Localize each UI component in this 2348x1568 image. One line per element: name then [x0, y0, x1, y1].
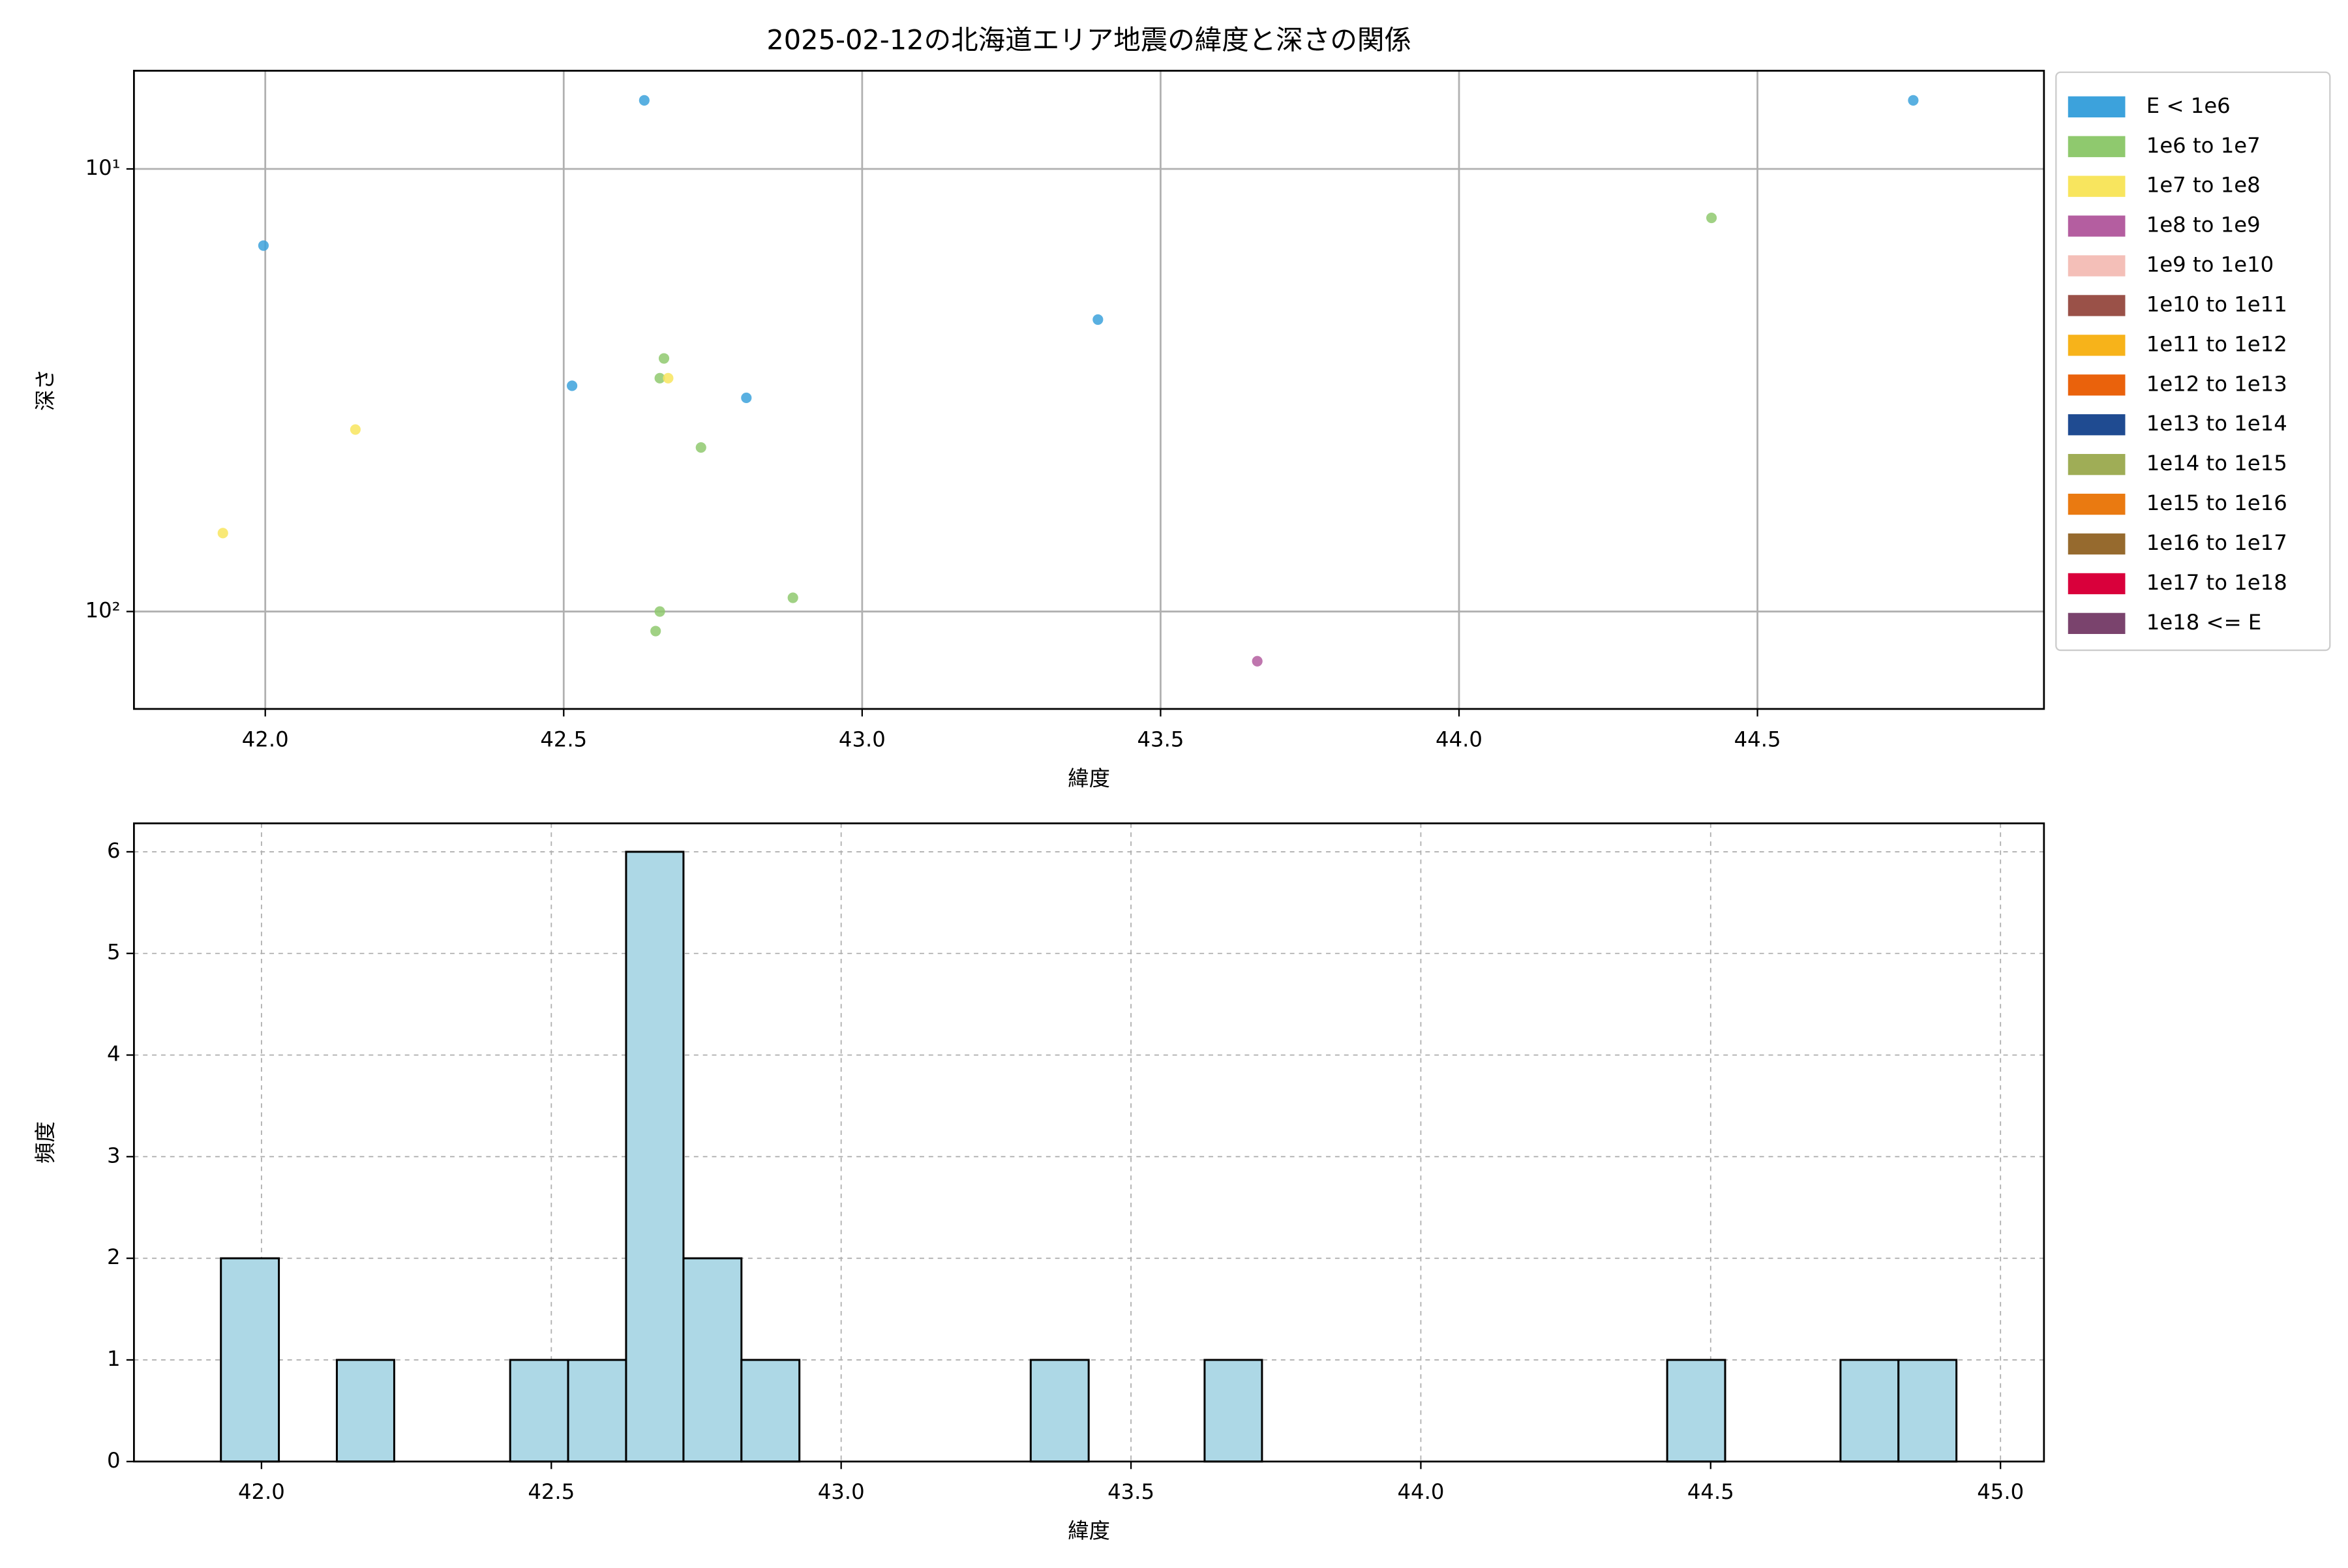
y-tick-label: 10¹ — [85, 155, 121, 180]
scatter-point — [663, 372, 674, 384]
y-tick-label: 6 — [107, 838, 121, 863]
legend-swatch — [2068, 454, 2126, 475]
histogram-bar — [567, 1359, 627, 1463]
scatter-point — [1908, 95, 1919, 106]
histogram-bar — [1029, 1359, 1090, 1463]
histogram-bar — [1203, 1359, 1263, 1463]
legend-label: 1e6 to 1e7 — [2146, 133, 2261, 158]
chart-title: 2025-02-12の北海道エリア地震の緯度と深さの関係 — [766, 24, 1411, 56]
y-tick-label: 2 — [107, 1244, 121, 1269]
legend-swatch — [2068, 533, 2126, 555]
scatter-point — [654, 372, 665, 384]
scatter-point — [258, 240, 269, 251]
legend-swatch — [2068, 255, 2126, 277]
legend-swatch — [2068, 175, 2126, 197]
scatter-point — [350, 424, 361, 435]
histogram-bar — [509, 1359, 569, 1463]
scatter-point — [787, 592, 798, 603]
y-tick-label: 4 — [107, 1042, 121, 1066]
x-axis-label: 緯度 — [1068, 1518, 1110, 1543]
legend-box — [2055, 71, 2331, 652]
scatter-point — [1252, 656, 1263, 667]
x-tick-label: 42.0 — [242, 727, 289, 751]
legend-swatch — [2068, 136, 2126, 157]
x-tick-label: 44.0 — [1436, 727, 1483, 751]
legend-label: 1e9 to 1e10 — [2146, 252, 2274, 277]
legend-swatch — [2068, 335, 2126, 356]
legend-label: 1e10 to 1e11 — [2146, 292, 2287, 316]
legend-label: 1e18 <= E — [2146, 610, 2262, 635]
y-tick-label: 0 — [107, 1448, 121, 1473]
histogram-bar — [1839, 1359, 1900, 1463]
legend-label: E < 1e6 — [2146, 93, 2231, 118]
histogram-bar — [740, 1359, 801, 1463]
x-tick-label: 45.0 — [1977, 1479, 2024, 1504]
scatter-point — [639, 95, 650, 106]
legend-swatch — [2068, 414, 2126, 436]
legend-label: 1e17 to 1e18 — [2146, 570, 2287, 595]
scatter-point — [217, 528, 228, 539]
histogram-bar — [1666, 1359, 1726, 1463]
legend-swatch — [2068, 493, 2126, 515]
legend-swatch — [2068, 374, 2126, 396]
x-tick-label: 42.0 — [238, 1479, 285, 1504]
scatter-point — [658, 353, 670, 364]
scatter-point — [650, 626, 661, 637]
x-tick-label: 43.0 — [818, 1479, 865, 1504]
scatter-point — [1092, 314, 1104, 325]
scatter-point — [741, 392, 752, 404]
legend-swatch — [2068, 573, 2126, 595]
x-tick-label: 43.0 — [839, 727, 886, 751]
x-tick-label: 42.5 — [528, 1479, 575, 1504]
legend-swatch — [2068, 96, 2126, 117]
legend-label: 1e15 to 1e16 — [2146, 490, 2287, 515]
x-tick-label: 44.0 — [1397, 1479, 1444, 1504]
histogram-bar — [682, 1257, 743, 1463]
legend-swatch — [2068, 612, 2126, 634]
legend-label: 1e7 to 1e8 — [2146, 173, 2261, 198]
histogram-bar — [335, 1359, 395, 1463]
x-tick-label: 44.5 — [1734, 727, 1781, 751]
histogram-bar — [625, 851, 685, 1463]
histogram-bar — [1897, 1359, 1958, 1463]
y-axis-label: 深さ — [33, 369, 58, 411]
scatter-point — [1706, 212, 1717, 224]
y-tick-label: 10² — [85, 598, 121, 623]
legend-label: 1e13 to 1e14 — [2146, 411, 2287, 436]
legend-label: 1e12 to 1e13 — [2146, 371, 2287, 396]
legend-label: 1e14 to 1e15 — [2146, 451, 2287, 475]
x-axis-label: 緯度 — [1068, 766, 1110, 791]
legend-label: 1e16 to 1e17 — [2146, 530, 2287, 555]
legend-label: 1e8 to 1e9 — [2146, 213, 2261, 237]
y-tick-label: 3 — [107, 1143, 121, 1168]
scatter-point — [695, 442, 706, 453]
x-tick-label: 43.5 — [1107, 1479, 1154, 1504]
x-tick-label: 43.5 — [1137, 727, 1184, 751]
scatter-point — [654, 606, 665, 617]
x-tick-label: 42.5 — [540, 727, 587, 751]
legend-swatch — [2068, 295, 2126, 316]
x-tick-label: 44.5 — [1687, 1479, 1734, 1504]
y-tick-label: 1 — [107, 1346, 121, 1371]
y-axis-label: 頻度 — [33, 1121, 58, 1164]
plot-frame — [133, 70, 2045, 710]
plot-frame — [133, 822, 2045, 1463]
y-tick-label: 5 — [107, 940, 121, 965]
legend-swatch — [2068, 215, 2126, 237]
scatter-point — [567, 380, 578, 391]
histogram-bar — [220, 1257, 280, 1463]
legend-label: 1e11 to 1e12 — [2146, 331, 2287, 356]
